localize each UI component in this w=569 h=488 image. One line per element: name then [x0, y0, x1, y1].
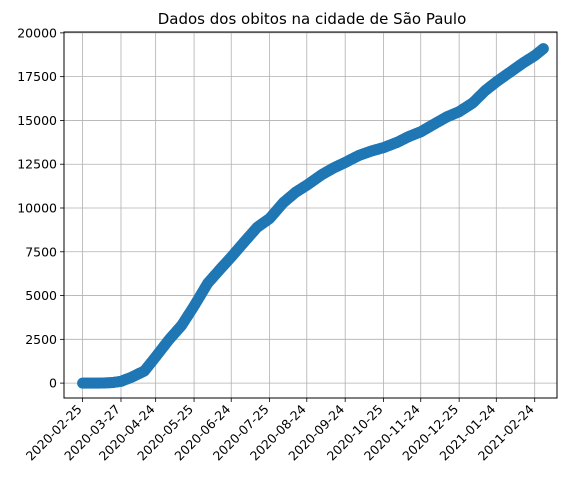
y-tick-label: 15000 — [17, 113, 57, 128]
y-tick-label: 10000 — [17, 200, 57, 215]
chart-title: Dados dos obitos na cidade de São Paulo — [158, 10, 467, 28]
y-tick-label: 0 — [49, 376, 57, 391]
data-point — [538, 43, 549, 54]
y-tick-label: 12500 — [17, 157, 57, 172]
y-tick-label: 17500 — [17, 69, 57, 84]
y-tick-label: 2500 — [25, 332, 57, 347]
y-tick-label: 5000 — [25, 288, 57, 303]
y-tick-label: 20000 — [17, 25, 57, 40]
y-tick-label: 7500 — [25, 244, 57, 259]
